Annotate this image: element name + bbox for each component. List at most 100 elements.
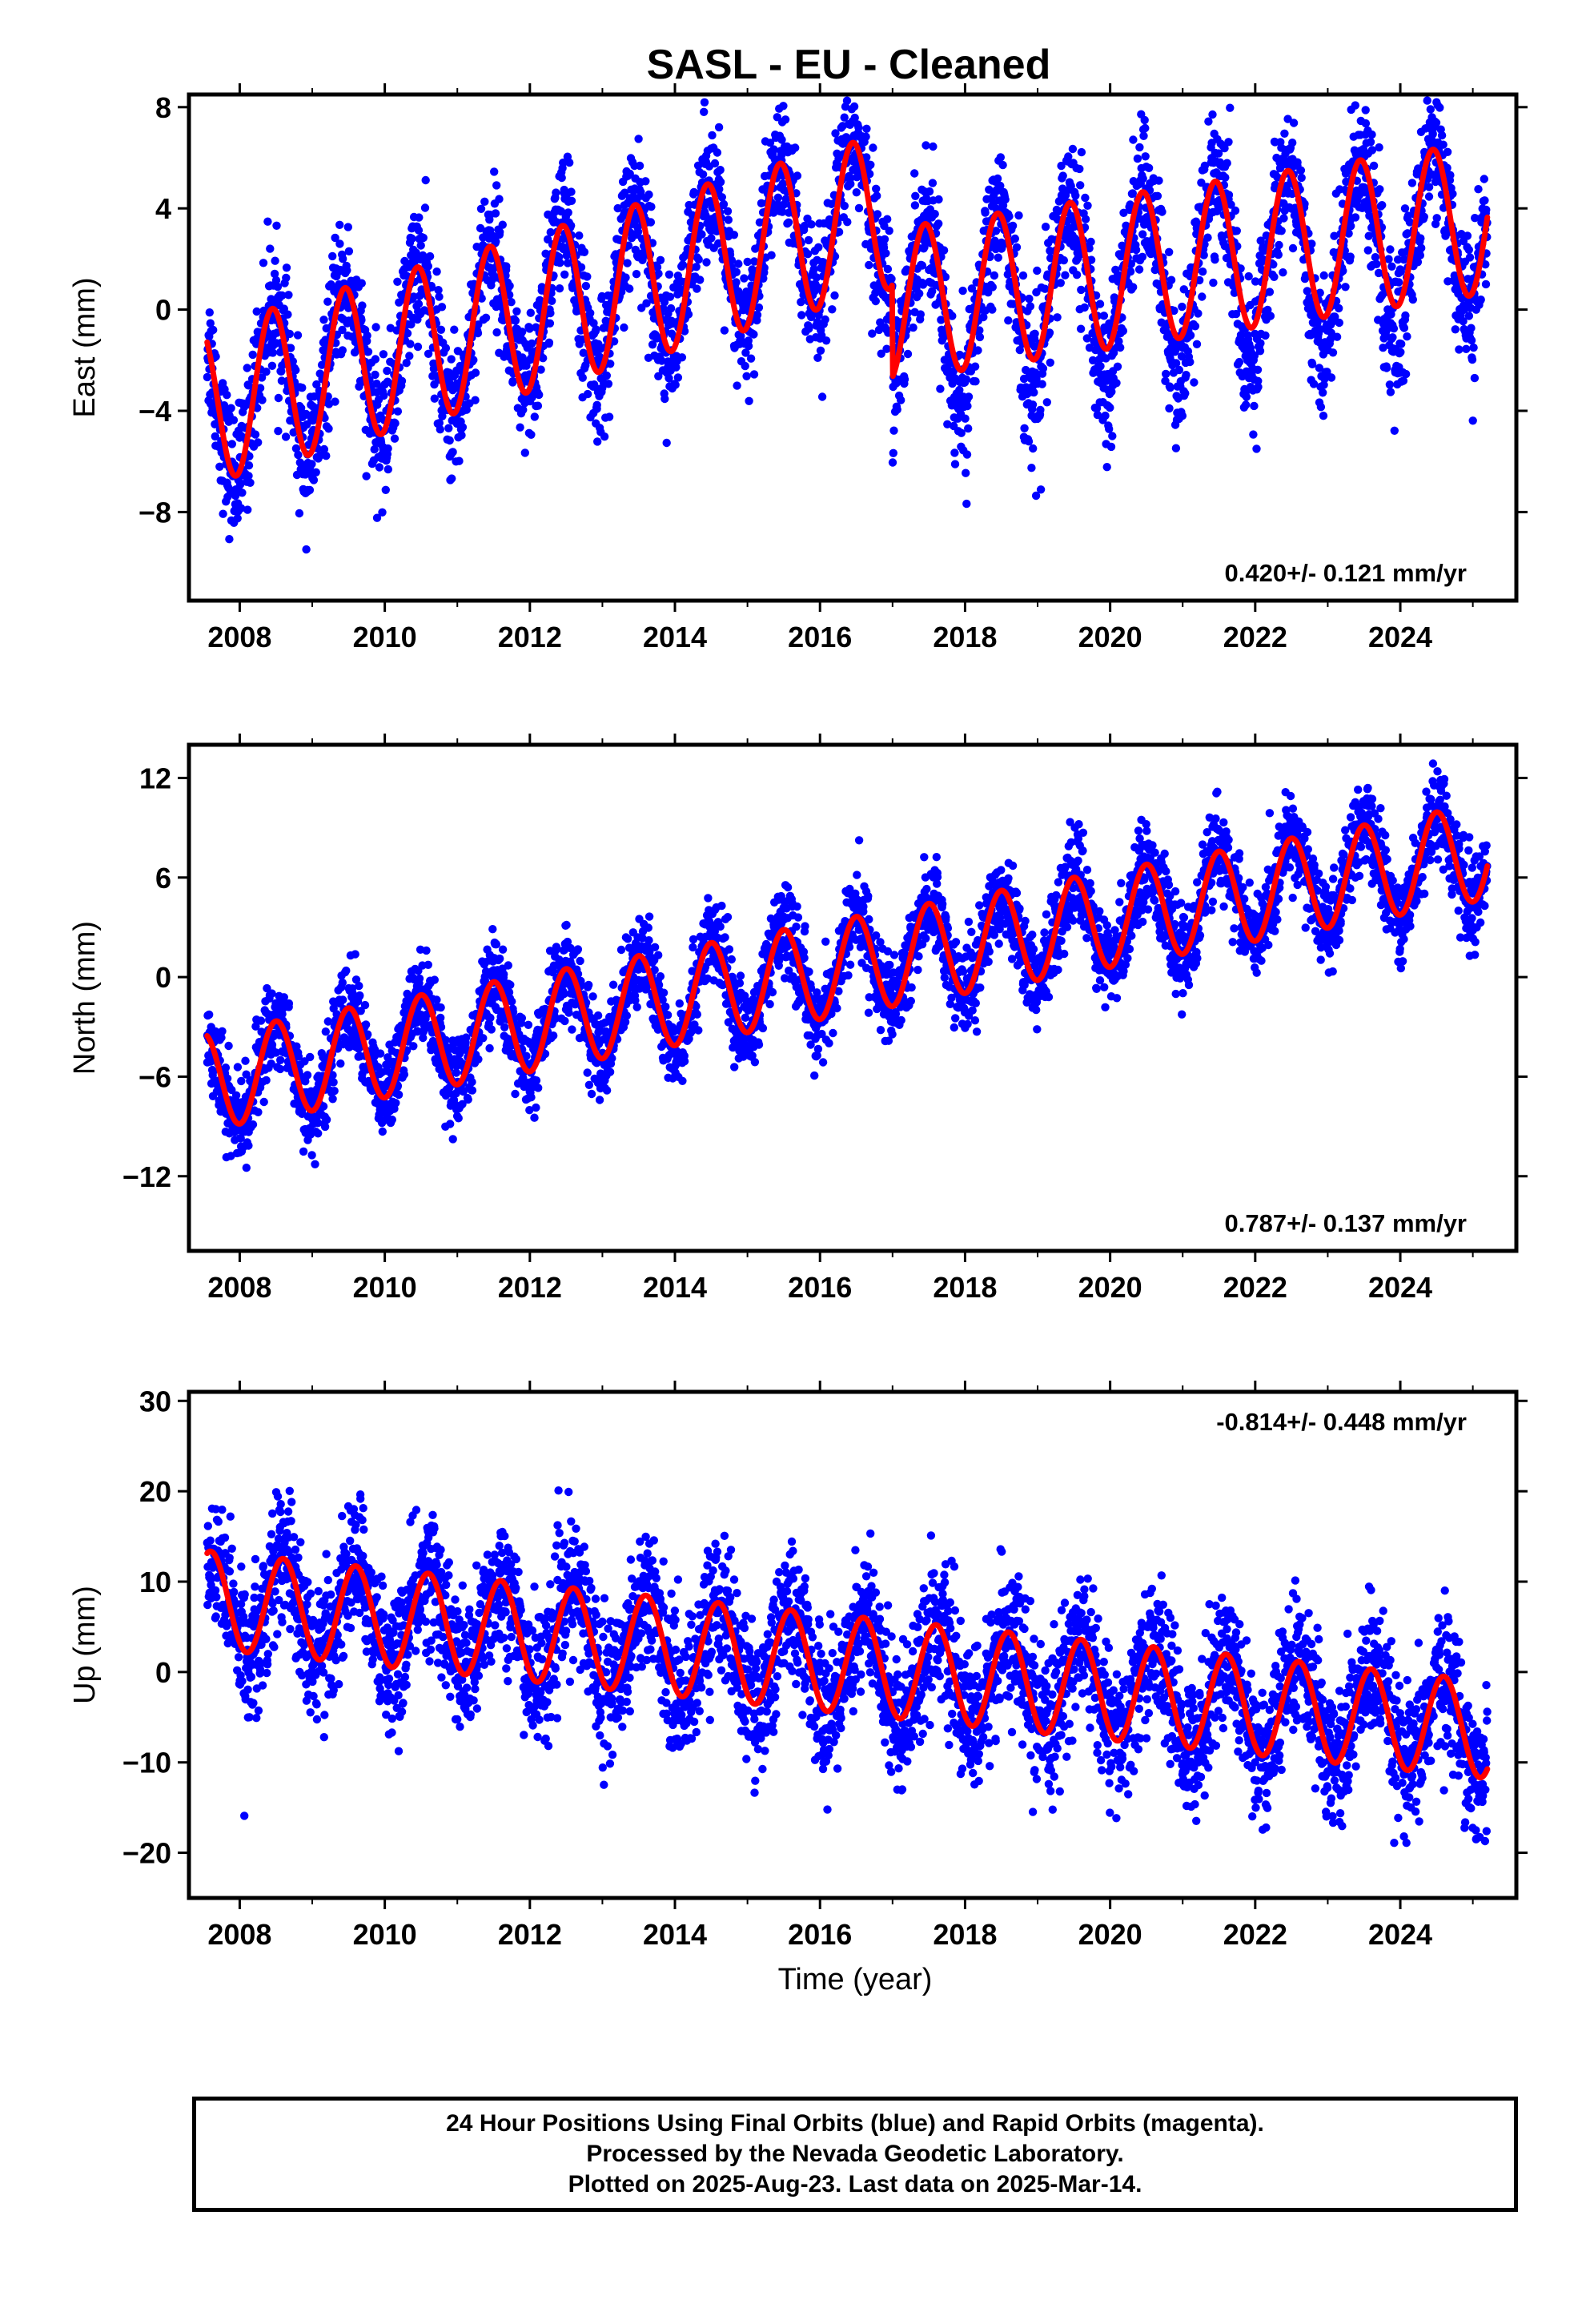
east-data-point (903, 349, 913, 359)
east-data-point (1467, 324, 1476, 332)
north-data-point (378, 1127, 387, 1136)
east-data-point (1153, 191, 1162, 200)
east-data-point (793, 171, 802, 180)
east-data-point (436, 325, 446, 334)
east-data-point (700, 98, 709, 107)
east-data-point (420, 203, 430, 212)
east-data-point (962, 450, 972, 459)
east-data-point (994, 253, 1003, 262)
east-data-point (294, 450, 303, 460)
east-data-point (813, 353, 822, 362)
east-data-point (939, 246, 949, 255)
east-data-point (1363, 246, 1373, 255)
east-data-point (805, 324, 813, 333)
east-data-point (471, 368, 480, 377)
east-data-point (656, 255, 665, 264)
east-ytick-label: 8 (155, 91, 171, 124)
east-data-point (278, 291, 287, 300)
east-ytick-label: −8 (139, 496, 171, 529)
east-data-point (644, 190, 653, 199)
east-data-point (1403, 332, 1411, 341)
east-data-point (741, 361, 749, 371)
east-data-point (375, 463, 384, 472)
east-data-point (732, 267, 741, 276)
east-data-point (282, 263, 291, 272)
east-data-point (1025, 294, 1034, 304)
east-data-point (1042, 398, 1052, 407)
east-data-point (1265, 287, 1275, 296)
east-data-point (421, 175, 430, 185)
east-xtick-label: 2018 (933, 621, 997, 653)
east-data-point (720, 326, 729, 335)
east-data-point (331, 233, 339, 243)
east-data-point (936, 384, 945, 393)
east-data-point (1224, 138, 1233, 147)
east-data-point (414, 300, 424, 308)
east-data-point (243, 505, 252, 514)
east-data-point (1242, 392, 1251, 401)
north-data-point (422, 946, 431, 955)
east-data-point (1423, 96, 1431, 105)
east-data-point (557, 173, 566, 183)
east-data-point (854, 203, 864, 213)
east-data-point (1335, 304, 1343, 313)
east-data-point (262, 368, 271, 376)
east-data-point (915, 289, 924, 298)
east-data-point (974, 346, 982, 355)
east-data-point (444, 424, 453, 432)
east-data-point (1351, 101, 1360, 110)
east-data-point (928, 179, 938, 187)
east-data-point (1386, 245, 1395, 254)
east-data-point (266, 244, 275, 253)
east-data-point (435, 292, 444, 301)
east-data-point (1129, 135, 1138, 144)
east-data-point (1131, 245, 1141, 255)
east-data-point (1378, 201, 1387, 210)
east-data-point (272, 221, 281, 230)
east-data-point (882, 344, 891, 353)
east-data-point (1178, 302, 1186, 312)
east-data-point (1010, 234, 1020, 243)
east-data-point (258, 396, 267, 404)
east-data-point (1166, 383, 1174, 392)
east-data-point (1435, 103, 1444, 112)
east-data-point (291, 444, 301, 453)
east-data-point (526, 308, 535, 317)
east-data-point (807, 220, 816, 229)
east-data-point (1099, 312, 1109, 320)
east-data-point (1141, 123, 1150, 133)
east-data-point (544, 338, 554, 347)
east-data-point (1303, 287, 1312, 296)
east-data-point (993, 174, 1002, 183)
east-data-point (1199, 267, 1207, 276)
east-data-point (281, 432, 291, 441)
east-data-point (492, 328, 501, 337)
east-data-point (530, 412, 539, 421)
east-data-point (1279, 214, 1288, 223)
east-data-point (781, 115, 790, 124)
north-data-point (262, 1076, 271, 1085)
east-data-point (1014, 211, 1023, 220)
east-data-point (271, 256, 279, 265)
east-data-point (244, 472, 253, 480)
east-data-point (1080, 303, 1089, 312)
east-data-point (283, 310, 292, 319)
north-data-point (322, 1116, 331, 1124)
east-xtick-label: 2012 (498, 621, 562, 653)
east-data-point (733, 381, 741, 390)
east-data-point (1464, 312, 1474, 320)
east-data-point (909, 323, 917, 332)
north-data-point (256, 1016, 266, 1025)
east-data-point (804, 235, 813, 245)
east-data-point (219, 401, 229, 410)
east-data-point (219, 509, 227, 518)
east-data-point (1455, 345, 1464, 354)
east-data-point (661, 394, 669, 404)
east-data-point (322, 452, 331, 460)
east-data-point (1319, 388, 1327, 397)
east-data-point (809, 264, 818, 274)
east-data-point (1186, 331, 1195, 340)
east-rate-label: 0.420+/- 0.121 mm/yr (1225, 559, 1467, 587)
east-data-point (745, 396, 753, 405)
east-data-point (897, 396, 905, 404)
